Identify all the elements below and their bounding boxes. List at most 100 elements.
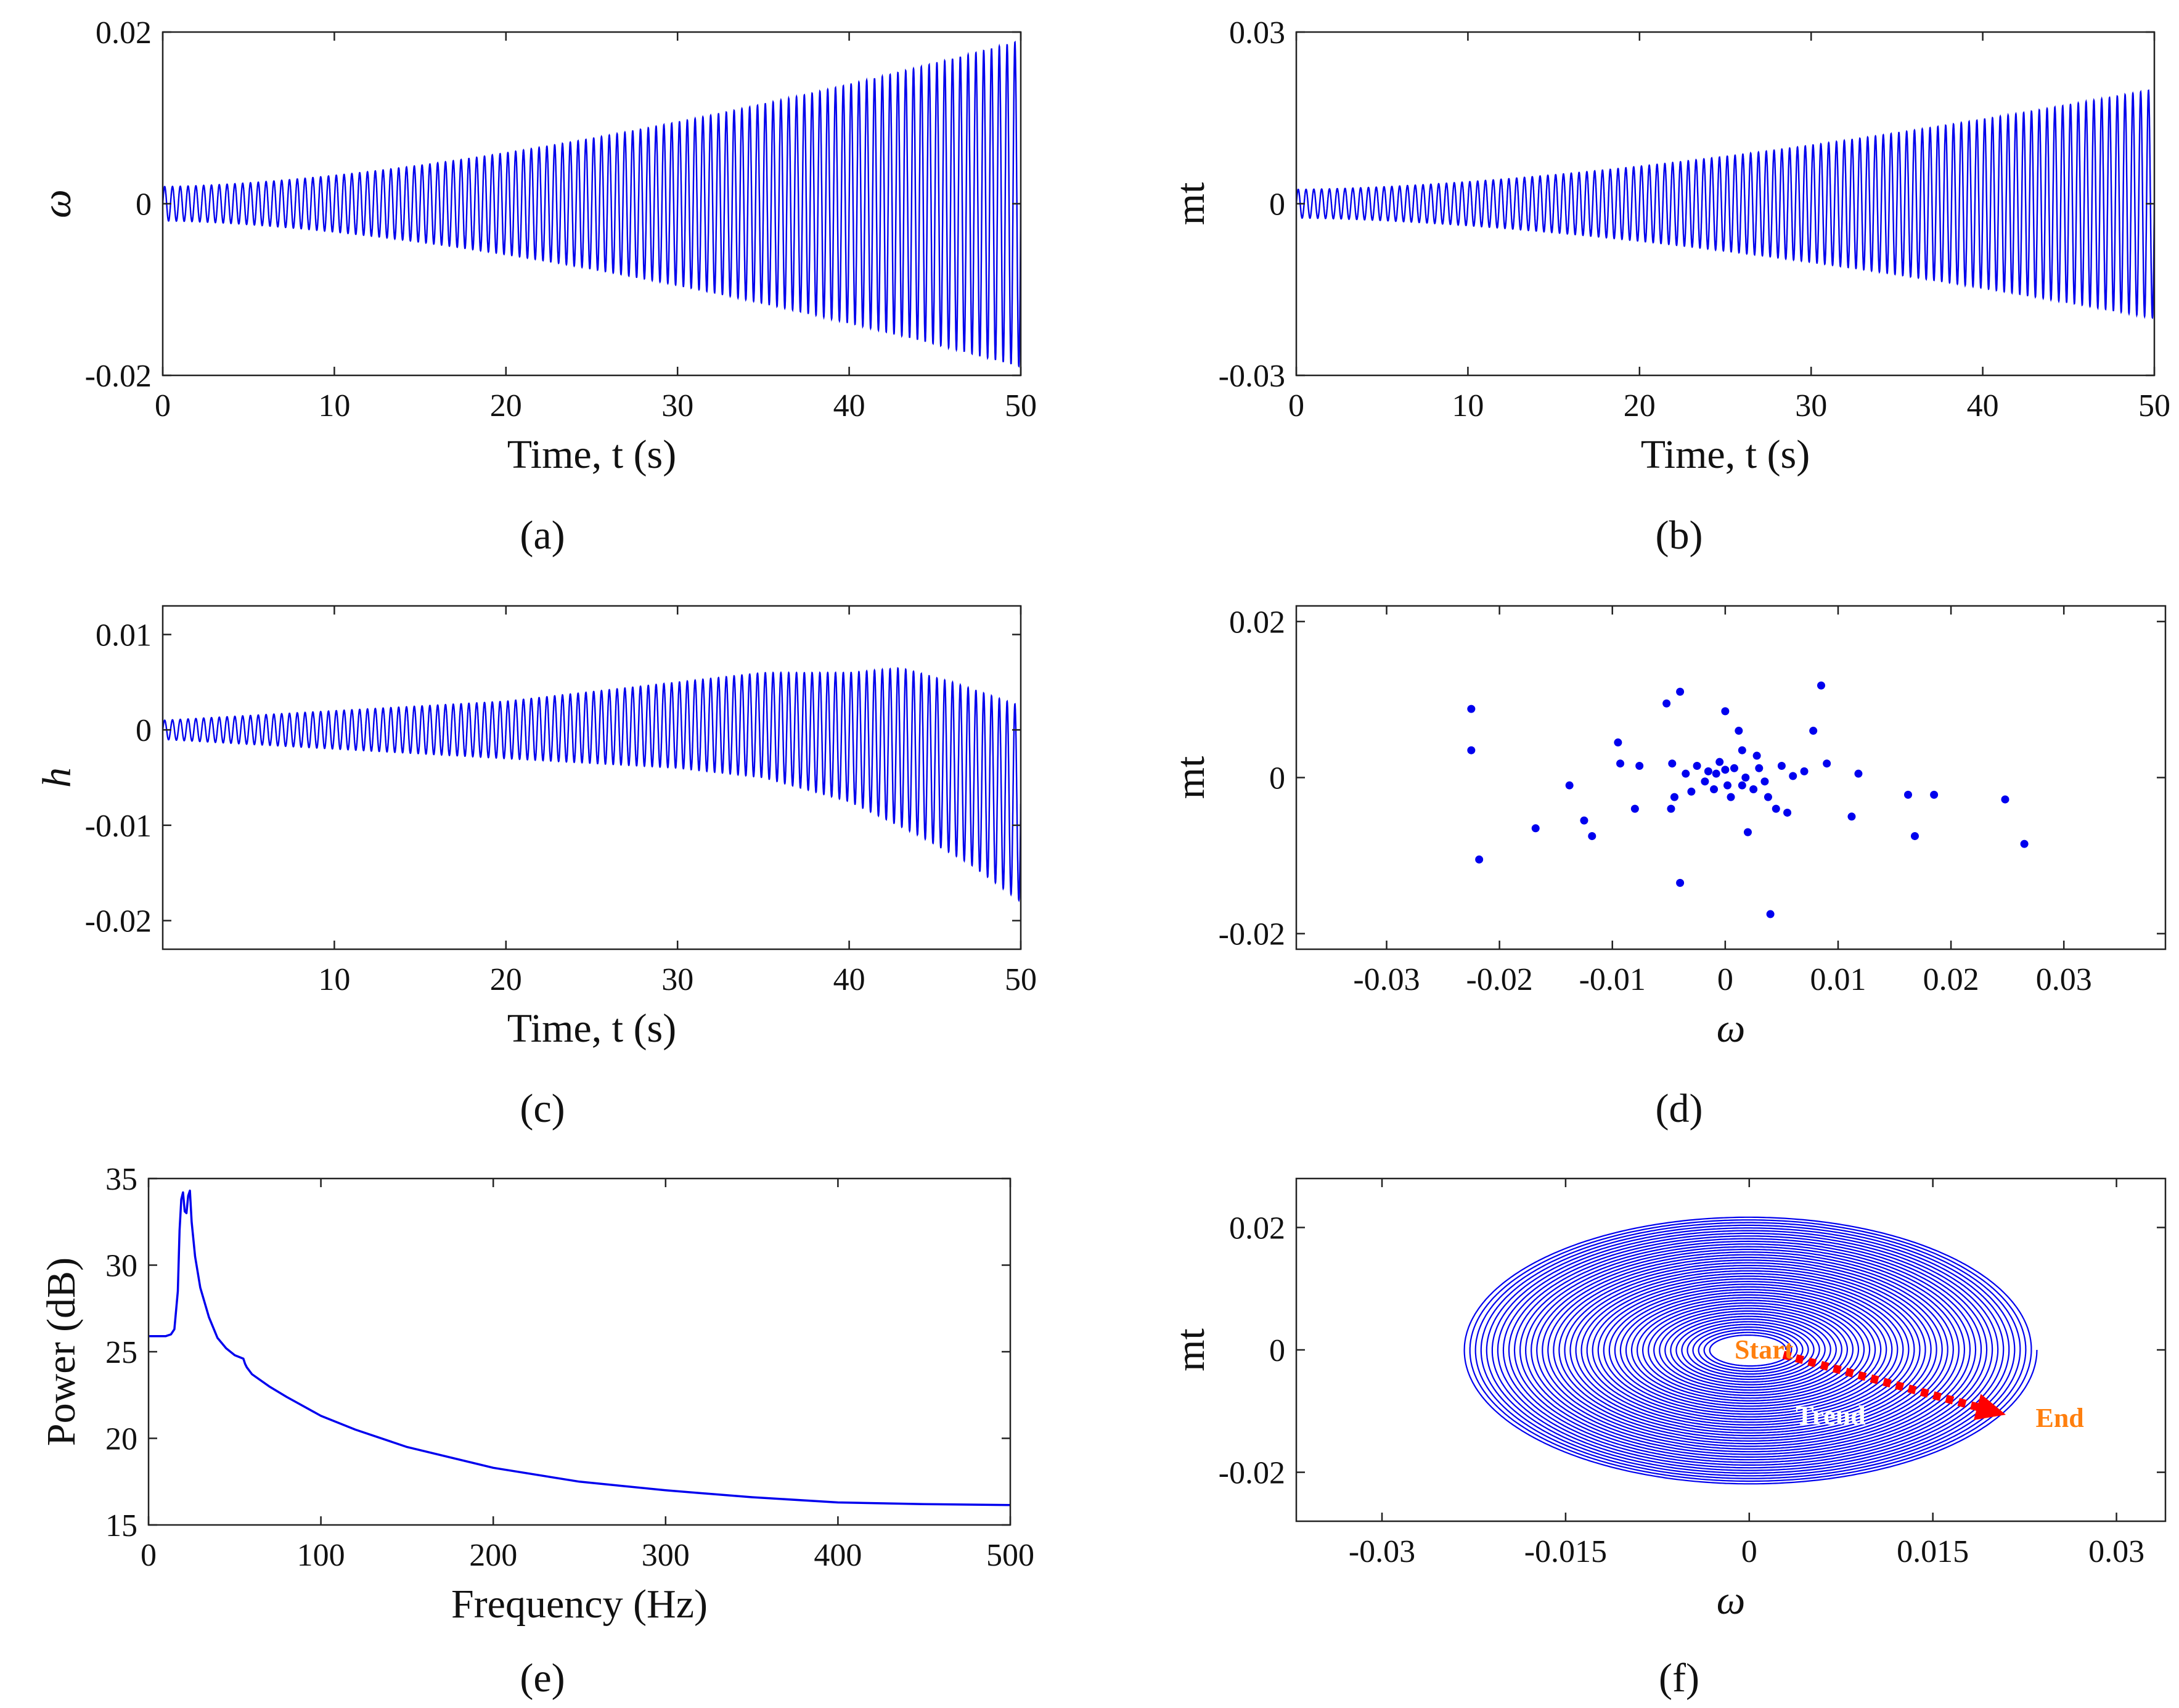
x-tick-label: 30 bbox=[661, 962, 693, 997]
scatter-point bbox=[1721, 707, 1730, 716]
x-tick-label: 30 bbox=[661, 388, 693, 423]
y-tick-label: 0 bbox=[1269, 1333, 1285, 1368]
y-tick-label: 20 bbox=[105, 1422, 137, 1457]
scatter-point bbox=[2001, 795, 2009, 804]
phase-trajectory bbox=[1463, 1216, 2038, 1485]
scatter-point bbox=[1735, 727, 1743, 735]
series-line bbox=[149, 1189, 1011, 1506]
scatter-point bbox=[1730, 764, 1738, 772]
panel-label: (f) bbox=[1659, 1656, 1699, 1701]
y-tick-label: 30 bbox=[105, 1249, 137, 1284]
scatter-point bbox=[1755, 764, 1764, 772]
x-tick-label: 0 bbox=[1288, 388, 1304, 423]
y-tick-label: 0.02 bbox=[1229, 605, 1285, 640]
y-axis-label: mt bbox=[1168, 182, 1213, 226]
trend-arrowhead bbox=[1973, 1394, 2006, 1420]
scatter-point bbox=[1823, 759, 1831, 768]
chart-panel-e: 0 100 200 300 400 500 15 20 25 30 35 Frequency (Hz)… bbox=[39, 1162, 1034, 1701]
chart-panel-f: Start Trend End -0.03 -0.015 0 0.015 0.03 -0.02 0… bbox=[1168, 1177, 2167, 1701]
scatter-point bbox=[1727, 793, 1735, 801]
scatter-point bbox=[1723, 781, 1732, 790]
scatter-point bbox=[1738, 781, 1746, 790]
scatter-point bbox=[1854, 769, 1863, 778]
scatter-point bbox=[1760, 777, 1769, 786]
panel-label: (e) bbox=[520, 1656, 565, 1701]
y-axis-label: mt bbox=[1168, 756, 1213, 799]
scatter-point bbox=[1772, 804, 1780, 813]
scatter-point bbox=[1800, 767, 1809, 775]
panel-label: (d) bbox=[1656, 1086, 1703, 1131]
scatter-point bbox=[1903, 790, 1912, 799]
scatter-point bbox=[1715, 758, 1724, 766]
scatter-point bbox=[1614, 738, 1622, 747]
x-tick-label: 40 bbox=[833, 388, 865, 423]
scatter-point bbox=[1721, 766, 1730, 774]
scatter-point bbox=[1910, 832, 1919, 840]
scatter-point bbox=[1475, 855, 1484, 864]
x-axis-label: Time, t (s) bbox=[1641, 432, 1810, 477]
x-tick-label: 300 bbox=[642, 1538, 690, 1573]
scatter-point bbox=[1701, 777, 1709, 786]
plot-frame bbox=[1295, 605, 2167, 950]
end-label: End bbox=[2035, 1403, 2083, 1433]
y-tick-label: 0.02 bbox=[96, 15, 152, 51]
x-tick-label: 40 bbox=[1967, 388, 1999, 423]
scatter-point bbox=[1670, 793, 1678, 801]
x-tick-label: -0.03 bbox=[1353, 962, 1420, 997]
scatter-point bbox=[1662, 699, 1671, 708]
x-tick-label: 50 bbox=[1005, 962, 1037, 997]
scatter-point bbox=[1847, 812, 1856, 821]
series-line bbox=[1296, 89, 2154, 319]
x-tick-label: 500 bbox=[986, 1538, 1034, 1573]
scatter-point bbox=[1467, 705, 1476, 713]
scatter-point bbox=[1783, 808, 1792, 817]
y-tick-label: 0 bbox=[136, 713, 152, 748]
y-axis-label: h bbox=[35, 767, 80, 788]
scatter-point bbox=[2020, 840, 2029, 848]
scatter-point bbox=[1531, 824, 1540, 833]
x-axis-label: ω bbox=[1717, 1578, 1746, 1623]
y-axis-label: mt bbox=[1168, 1328, 1213, 1371]
scatter-point bbox=[1764, 793, 1772, 801]
scatter-point bbox=[1667, 804, 1675, 813]
scatter-point bbox=[1789, 772, 1797, 780]
scatter-point bbox=[1743, 828, 1752, 836]
chart-panel-c: 10 20 30 40 50 -0.02 -0.01 0 0.01 Time, t (s) h (c) bbox=[35, 605, 1037, 1131]
y-axis-label: ω bbox=[35, 189, 80, 218]
y-axis-label: Power (dB) bbox=[39, 1257, 84, 1446]
x-tick-label: 0 bbox=[1741, 1534, 1757, 1569]
panel-label: (c) bbox=[520, 1086, 565, 1131]
y-tick-label: 0 bbox=[1269, 761, 1285, 796]
x-tick-label: 50 bbox=[1005, 388, 1037, 423]
x-tick-label: -0.03 bbox=[1349, 1534, 1415, 1569]
plot-frame bbox=[161, 605, 1022, 950]
x-tick-label: 0.03 bbox=[2036, 962, 2092, 997]
scatter-point bbox=[1565, 781, 1574, 790]
trend-label: Trend bbox=[1796, 1400, 1865, 1431]
scatter-point bbox=[1704, 767, 1712, 775]
x-tick-label: 0.02 bbox=[1923, 962, 1979, 997]
scatter-point bbox=[1777, 762, 1786, 770]
panel-label: (b) bbox=[1656, 513, 1703, 558]
x-tick-label: 400 bbox=[814, 1538, 862, 1573]
scatter-point bbox=[1580, 816, 1588, 825]
scatter-point bbox=[1635, 762, 1644, 770]
x-tick-label: 30 bbox=[1795, 388, 1827, 423]
scatter-point bbox=[1817, 681, 1825, 690]
scatter-point bbox=[1687, 787, 1696, 796]
y-tick-label: 0.02 bbox=[1229, 1211, 1285, 1246]
x-tick-label: 0.01 bbox=[1810, 962, 1866, 997]
scatter-point bbox=[1616, 759, 1625, 768]
scatter-point bbox=[1467, 746, 1476, 754]
series-line bbox=[163, 40, 1021, 368]
scatter-point bbox=[1738, 746, 1746, 754]
x-tick-label: 0 bbox=[141, 1538, 157, 1573]
scatter-point bbox=[1693, 762, 1701, 770]
y-tick-label: 35 bbox=[105, 1162, 137, 1197]
x-axis-label: ω bbox=[1717, 1006, 1746, 1051]
x-tick-label: 10 bbox=[318, 388, 350, 423]
start-label: Start bbox=[1735, 1334, 1794, 1365]
scatter-point bbox=[1766, 910, 1775, 918]
